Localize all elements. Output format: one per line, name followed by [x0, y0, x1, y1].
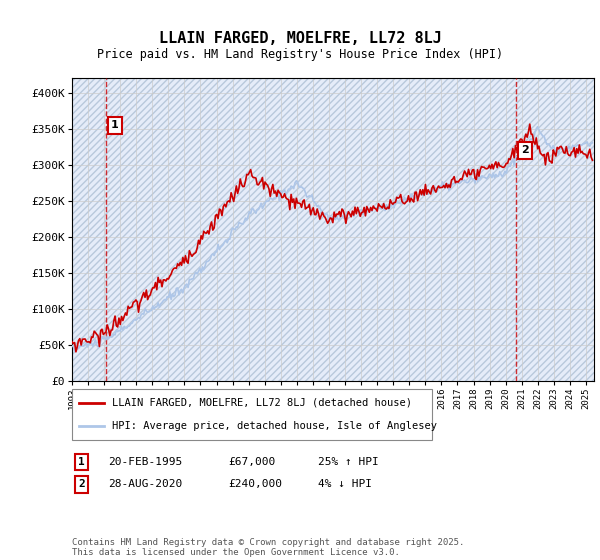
Text: 20-FEB-1995: 20-FEB-1995	[108, 457, 182, 467]
Text: 1: 1	[111, 120, 119, 130]
FancyBboxPatch shape	[72, 389, 432, 440]
Text: 4% ↓ HPI: 4% ↓ HPI	[318, 479, 372, 489]
Text: 2: 2	[521, 146, 529, 155]
Text: £67,000: £67,000	[228, 457, 275, 467]
Text: Price paid vs. HM Land Registry's House Price Index (HPI): Price paid vs. HM Land Registry's House …	[97, 48, 503, 60]
Text: £240,000: £240,000	[228, 479, 282, 489]
Text: LLAIN FARGED, MOELFRE, LL72 8LJ: LLAIN FARGED, MOELFRE, LL72 8LJ	[158, 31, 442, 46]
Text: 2: 2	[78, 479, 85, 489]
Text: HPI: Average price, detached house, Isle of Anglesey: HPI: Average price, detached house, Isle…	[112, 421, 437, 431]
Text: 1: 1	[78, 457, 85, 467]
Text: 28-AUG-2020: 28-AUG-2020	[108, 479, 182, 489]
Text: LLAIN FARGED, MOELFRE, LL72 8LJ (detached house): LLAIN FARGED, MOELFRE, LL72 8LJ (detache…	[112, 398, 412, 408]
Text: Contains HM Land Registry data © Crown copyright and database right 2025.
This d: Contains HM Land Registry data © Crown c…	[72, 538, 464, 557]
Text: 25% ↑ HPI: 25% ↑ HPI	[318, 457, 379, 467]
